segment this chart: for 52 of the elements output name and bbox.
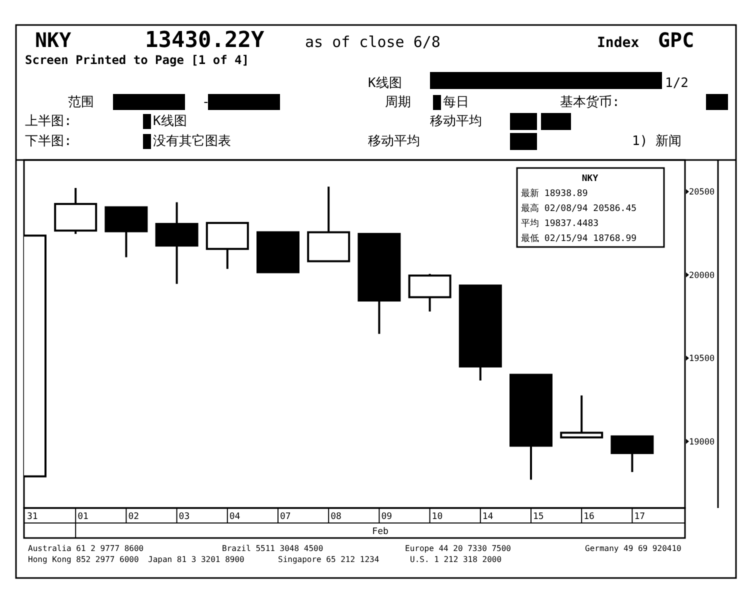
text: K线图: [153, 114, 187, 129]
text: 范围: [68, 95, 94, 110]
x-tick-label: 04: [229, 512, 240, 522]
chart-subtitle: Screen Printed to Page [1 of 4]: [25, 53, 249, 67]
text: -: [202, 95, 210, 110]
text: Singapore 65 212 1234: [278, 555, 380, 564]
text: as of close 6/8: [305, 33, 440, 51]
x-tick-label: 02: [128, 512, 140, 522]
text: K线图: [368, 76, 402, 91]
text: 移动平均: [430, 114, 482, 129]
text: 上半图:: [25, 114, 72, 129]
x-tick-label: 03: [178, 512, 190, 522]
x-tick-label: 01: [78, 512, 88, 522]
text: U.S. 1 212 318 2000: [410, 555, 502, 564]
text: 周期: [385, 95, 411, 110]
text: 13430.22Y: [145, 28, 265, 53]
text: 1) 新闻: [632, 134, 682, 149]
x-tick-label: 07: [280, 512, 291, 522]
text: Hong Kong 852 2977 6000: [28, 555, 139, 564]
candlestick: [560, 394, 604, 438]
y-tick-label: 19500: [689, 354, 715, 364]
text: Australia 61 2 9777 8600: [28, 544, 144, 553]
text: 每日: [443, 95, 469, 110]
y-tick-label: 20000: [689, 270, 715, 281]
text: Germany 49 69 920410: [585, 544, 682, 553]
annotation: 最高 02/08/94 20586.45: [521, 203, 637, 214]
x-tick-label: 31: [27, 512, 38, 522]
x-tick-label: 10: [432, 512, 443, 522]
x-tick-label: 15: [533, 512, 544, 522]
text: Brazil 5511 3048 4500: [222, 544, 324, 553]
x-tick-label: 08: [330, 512, 342, 522]
annotation: 最低 02/15/94 18768.99: [521, 233, 637, 244]
annotation: 平均 19837.4483: [521, 218, 599, 229]
text: GPC: [658, 28, 694, 52]
text: 没有其它图表: [153, 133, 231, 149]
annotation: 最新 18938.89: [521, 188, 588, 199]
text: Index: [597, 35, 640, 51]
text: Japan 81 3 3201 8900: [148, 555, 245, 564]
x-tick-label: 09: [381, 512, 392, 522]
x-tick-label: 16: [584, 512, 594, 522]
text: 1/2: [665, 76, 688, 91]
annotation: NKY: [582, 174, 599, 184]
x-tick-label: 17: [634, 512, 646, 522]
text: 移动平均: [368, 134, 420, 149]
y-tick-label: 20500: [689, 188, 715, 198]
chart-title: NKY: [35, 28, 72, 52]
text: 基本货币:: [560, 95, 620, 110]
text: 下半图:: [25, 134, 72, 149]
x-tick-label: 14: [482, 512, 494, 522]
y-tick-label: 19000: [689, 437, 715, 448]
text: Europe 44 20 7330 7500: [405, 544, 512, 553]
x-axis-title: Feb: [372, 527, 388, 537]
